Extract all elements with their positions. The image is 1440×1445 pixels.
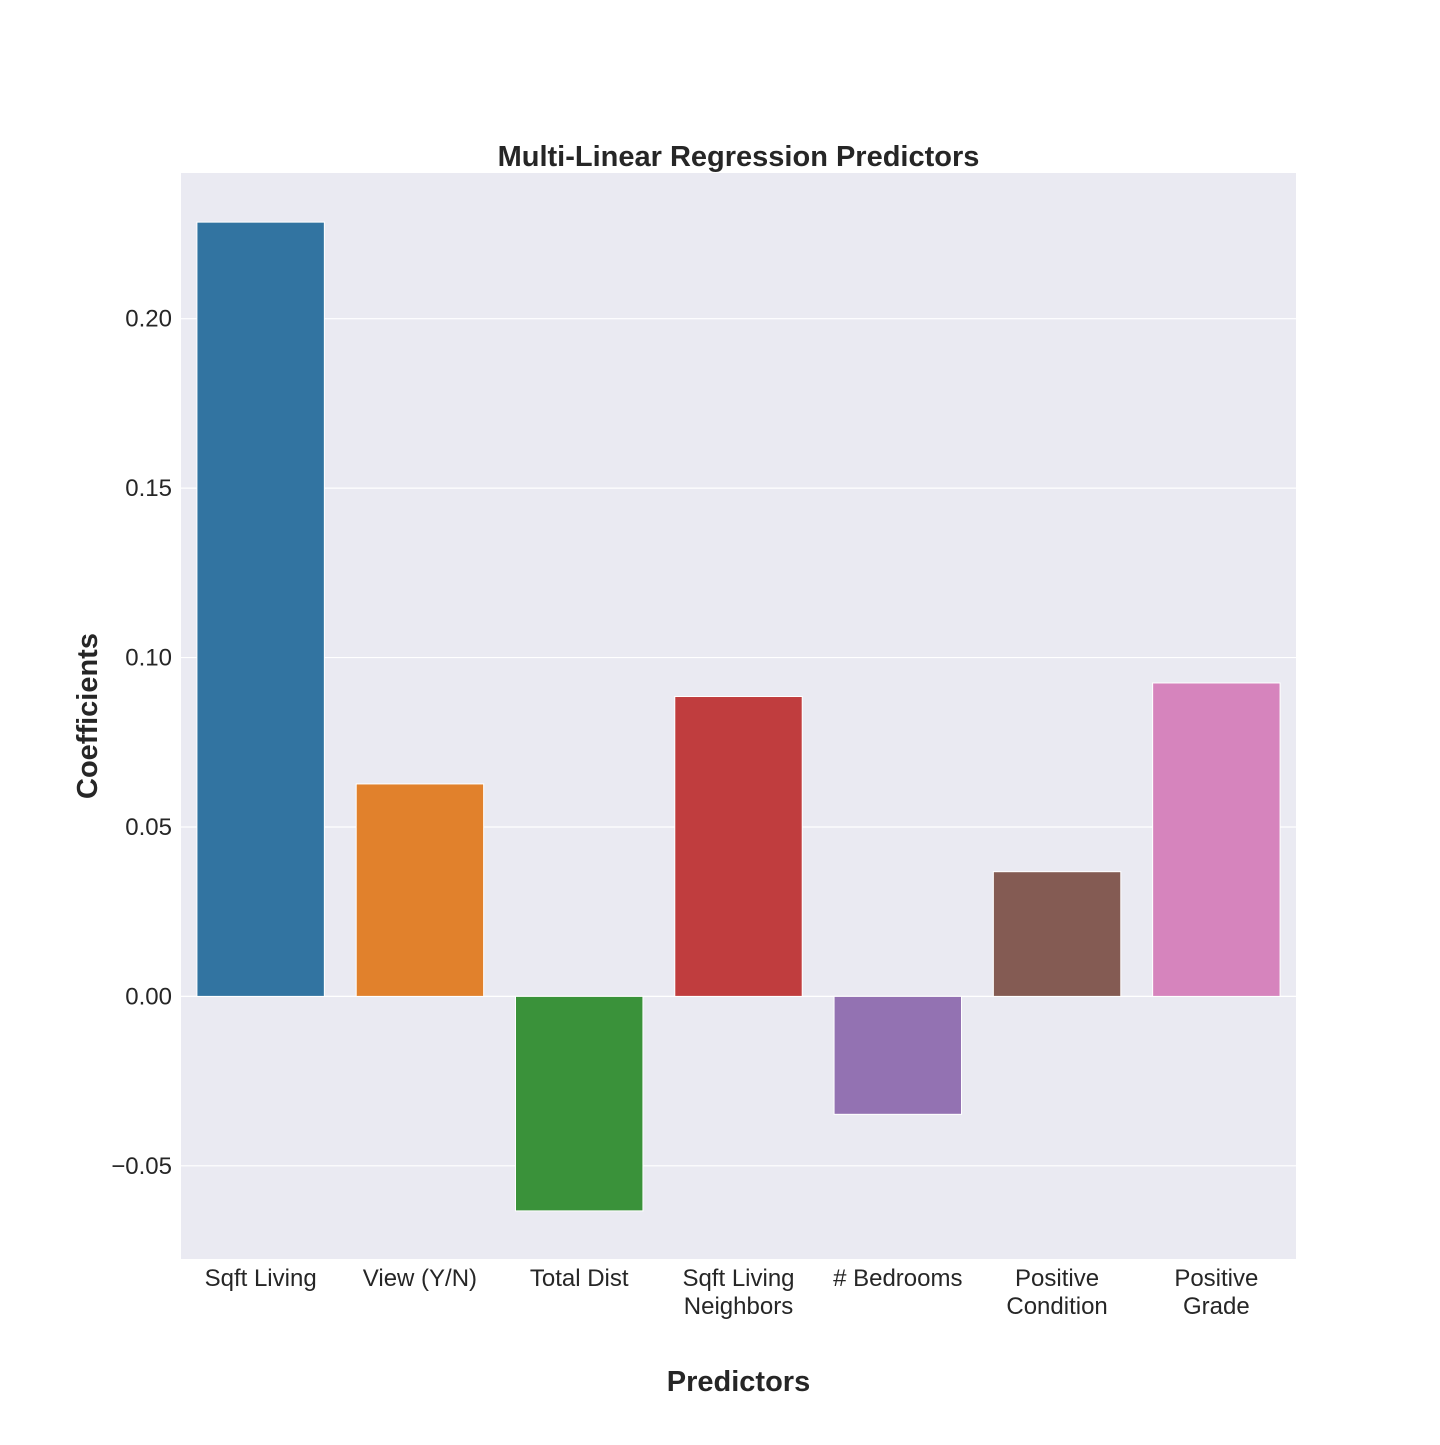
x-tick-label: Sqft Living [205, 1265, 317, 1292]
bar [674, 696, 803, 997]
x-tick-label: Total Dist [530, 1265, 629, 1292]
y-tick-label: 0.05 [125, 814, 172, 841]
x-tick-label: Positive Grade [1174, 1265, 1258, 1320]
bar [1152, 682, 1281, 997]
y-tick-label: −0.05 [111, 1153, 172, 1180]
bar [515, 995, 644, 1212]
y-tick-label: 0.10 [125, 645, 172, 672]
x-tick-labels: Sqft Living View (Y/N) Total Dist Sqft Livi… [205, 1265, 1259, 1320]
bar [196, 221, 325, 997]
x-tick-label: Positive Condition [1006, 1265, 1107, 1320]
bars [196, 221, 1281, 1212]
y-tick-label: 0.20 [125, 306, 172, 333]
x-tick-label: View (Y/N) [363, 1265, 477, 1292]
x-axis-title: Predictors [667, 1366, 810, 1398]
bar [355, 783, 485, 997]
y-tick-label: 0.00 [125, 983, 172, 1010]
chart-title: Multi-Linear Regression Predictors [498, 141, 980, 173]
bar [833, 995, 962, 1115]
y-tick-label: 0.15 [125, 475, 172, 502]
x-tick-label: Sqft Living Neighbors [682, 1265, 794, 1320]
x-tick-label: # Bedrooms [833, 1265, 962, 1292]
y-axis-title: Coefficients [72, 633, 104, 799]
y-tick-labels: −0.05 0.00 0.05 0.10 0.15 0.20 [111, 306, 172, 1180]
bar [992, 871, 1122, 997]
